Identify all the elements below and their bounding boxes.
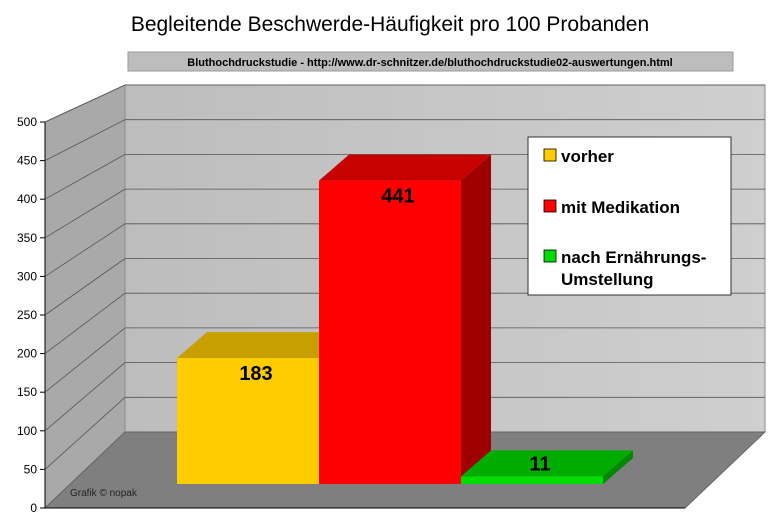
- grid-line: [44, 223, 126, 277]
- y-tick-label: 200: [17, 347, 37, 361]
- y-tick-label: 100: [17, 424, 37, 438]
- legend: vorher mit Medikation nach Ernährungs- U…: [527, 136, 732, 296]
- y-tick-label: 350: [17, 231, 37, 245]
- y-tick-label: 450: [17, 154, 37, 168]
- legend-entry-label: Umstellung: [561, 270, 654, 289]
- y-tick-label: 400: [17, 192, 37, 206]
- y-tick-label: 150: [17, 385, 37, 399]
- bar-side-face: [461, 154, 491, 485]
- chart-title: Begleitende Beschwerde-Häufigkeit pro 10…: [131, 13, 649, 36]
- bar-front-face: [319, 180, 461, 485]
- y-tick-label: 300: [17, 269, 37, 283]
- bar-top-face: [461, 450, 633, 477]
- bar: 11: [461, 450, 633, 484]
- y-tick-label: 250: [17, 308, 37, 322]
- subtitle-box: [127, 51, 734, 72]
- bar-data-label: 11: [529, 453, 550, 475]
- bar: 441: [319, 154, 491, 485]
- bar-side-face: [603, 450, 633, 484]
- legend-box: [527, 136, 732, 296]
- y-tick-label: 500: [17, 115, 37, 129]
- grid-line: [44, 292, 126, 354]
- bar-data-label: 183: [239, 363, 272, 385]
- bar-front-face: [461, 476, 603, 484]
- legend-swatch: [543, 199, 557, 213]
- legend-swatch: [543, 249, 557, 263]
- grid-line: [44, 397, 126, 470]
- grid-line: [44, 258, 126, 316]
- legend-entry-label: vorher: [561, 147, 614, 166]
- legend-entry-label: nach Ernährungs-: [561, 248, 706, 267]
- chart-credit: Grafik © nopak: [70, 488, 138, 499]
- grid-line: [44, 327, 126, 393]
- bar-top-face: [177, 332, 349, 359]
- y-axis-ticks: 0 50 100 150 200 250 300 350 400 450 500: [17, 115, 45, 515]
- grid-line: [44, 84, 126, 123]
- grid-line: [44, 154, 126, 200]
- legend-entry-label: mit Medikation: [561, 198, 680, 217]
- y-tick-label: 0: [30, 501, 37, 515]
- bars: 183 441 11: [177, 154, 633, 485]
- y-tick-label: 50: [24, 462, 38, 476]
- bar-front-face: [177, 358, 319, 484]
- grid-line: [44, 188, 126, 239]
- grid-line: [44, 119, 126, 161]
- chart-subtitle: Bluthochdruckstudie - http://www.dr-schn…: [187, 57, 672, 69]
- grid-line: [44, 362, 126, 432]
- bar-data-label: 441: [381, 186, 414, 208]
- legend-swatch: [543, 148, 557, 162]
- bar-top-face: [319, 154, 491, 181]
